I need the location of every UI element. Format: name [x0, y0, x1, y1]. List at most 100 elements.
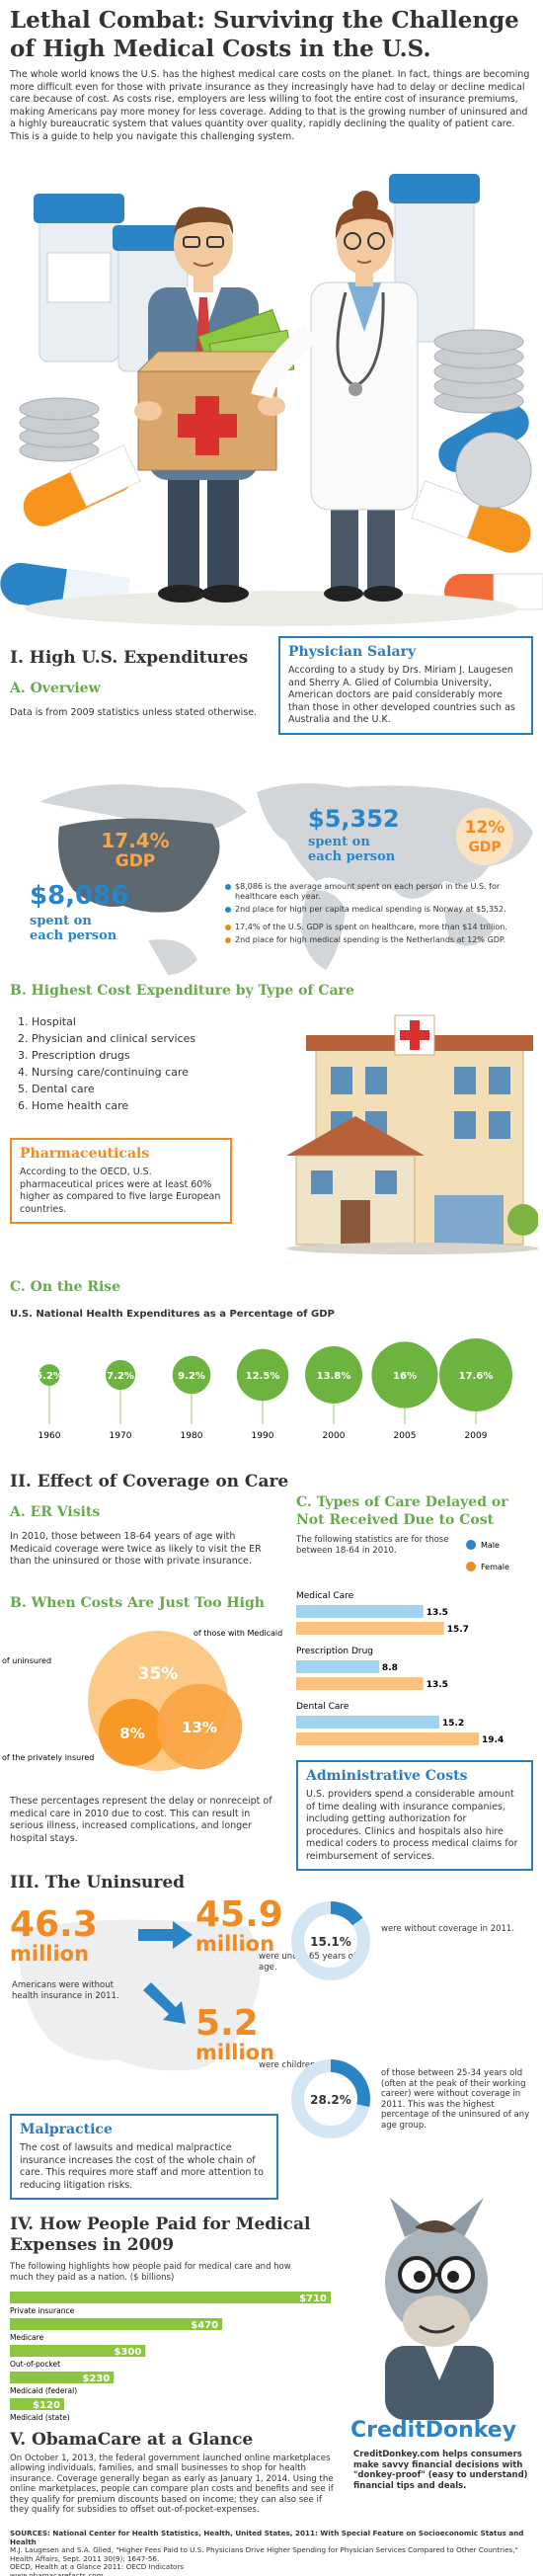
bubble — [236, 1348, 289, 1402]
x-tick-label: 1990 — [252, 1431, 274, 1441]
doctor-part — [335, 206, 394, 239]
list-item: Prescription drugs — [32, 1047, 298, 1064]
administrative-costs-box: Administrative Costs U.S. providers spen… — [296, 1760, 533, 1871]
venn-circle — [156, 1683, 243, 1770]
box-heading: Physician Salary — [288, 644, 417, 660]
coin-stacks — [19, 329, 532, 509]
money-box-part — [178, 414, 237, 438]
background-pills-part — [411, 480, 482, 539]
donut-caption: were without coverage in 2011. — [381, 1924, 515, 1934]
section-heading: II. Effect of Coverage on Care — [10, 1472, 289, 1491]
stat-text: Americans were without health insurance … — [12, 1980, 119, 2001]
payment-chart: $710 Private insurance $470 Medicare $300 Out… — [10, 2292, 331, 2422]
bubble — [371, 1341, 438, 1409]
x-tick-label: 1980 — [181, 1431, 203, 1441]
legend-label: Female — [481, 1563, 509, 1571]
businessman-part — [206, 236, 224, 248]
doctor-part — [352, 191, 378, 216]
hospital-illustration-part-part — [311, 1170, 333, 1194]
section-heading: I. High U.S. Expenditures — [10, 648, 249, 668]
money-box-part — [258, 396, 285, 416]
uninsured-illustration-part — [143, 1982, 186, 2024]
chart-subtitle: The following highlights how people paid… — [10, 2262, 291, 2283]
us-gdp-caption: GDP — [115, 851, 156, 871]
background-pills-part — [69, 444, 141, 507]
coin-stacks-part — [19, 397, 100, 421]
donut-arc — [330, 2059, 370, 2107]
pill-bottles-part — [113, 225, 194, 251]
businessman-part — [174, 206, 234, 235]
map-note: 2nd place for high medical spending is t… — [225, 935, 536, 945]
box-text: U.S. providers spend a considerable amou… — [306, 1789, 518, 1862]
hospital-illustration-part — [434, 1195, 504, 1245]
value-label: $120 — [33, 2400, 60, 2411]
norway-caption: spent on each person — [308, 835, 396, 864]
box-heading: Pharmaceuticals — [20, 1146, 150, 1162]
chart-title: IV. How People Paid for Medical Expenses… — [10, 2214, 311, 2255]
source: OECD, Health at a Glance 2011: OECD Indi… — [10, 2562, 185, 2572]
money-box-part — [134, 401, 162, 421]
us-spending-caption: spent on each person — [30, 914, 117, 943]
list-item: Hospital — [32, 1013, 298, 1030]
stat-unit: million — [195, 2041, 275, 2064]
uninsured-illustration-part — [19, 1919, 261, 2071]
care-delayed-chart: Male Female Medical Care 13.5 15.7 Prescripti… — [296, 1540, 509, 1745]
bubble — [105, 1359, 136, 1391]
businessman-part — [174, 211, 233, 279]
continents — [39, 783, 533, 975]
businessman-part — [193, 262, 214, 267]
sub-heading: A. ER Visits — [10, 1504, 101, 1520]
x-tick-label: 2009 — [465, 1431, 488, 1441]
bubble — [439, 1338, 512, 1411]
value-label: 13% — [182, 1719, 217, 1736]
continents-part — [148, 939, 197, 975]
category-label: of those with Medicaid — [194, 1629, 282, 1638]
value-label: 12.5% — [246, 1371, 280, 1382]
bar — [10, 2345, 146, 2357]
businessman-part — [207, 470, 239, 589]
hospital-illustration — [286, 1014, 538, 1254]
value-label: 15.1% — [310, 1935, 351, 1949]
value-label: 8% — [119, 1725, 144, 1742]
doctor-part — [344, 232, 361, 250]
box-heading: Administrative Costs — [306, 1768, 468, 1784]
stat-number: 45.9 — [195, 1894, 283, 1935]
note-bullet — [225, 907, 231, 913]
background-pills-part — [25, 591, 518, 626]
value-label: 35% — [138, 1664, 179, 1684]
x-tick-label: 1960 — [39, 1431, 61, 1441]
donkey-illustration-part — [419, 2324, 455, 2334]
source: SOURCES: National Center for Health Stat… — [10, 2529, 524, 2546]
businessman-part — [158, 585, 205, 603]
hospital-illustration-part-part — [365, 1067, 387, 1094]
donut-caption: of those between 25-34 years old (often … — [381, 2068, 530, 2131]
uninsured-illustration — [19, 1919, 261, 2071]
pill-bottles-part — [389, 174, 480, 203]
doctor-part — [367, 232, 385, 250]
bubble — [39, 1364, 60, 1386]
category-label: Medical Care — [296, 1591, 354, 1601]
overview-text: Data is from 2009 statistics unless stat… — [10, 707, 258, 718]
doctor-part — [348, 282, 381, 332]
stat-text: were children. — [259, 2060, 319, 2070]
bar — [296, 1732, 479, 1745]
hospital-illustration-part — [507, 1204, 538, 1236]
venn-circle — [99, 1699, 166, 1766]
sub-heading: A. Overview — [10, 681, 101, 696]
hospital-illustration-part-part — [331, 1067, 352, 1094]
hero-illustration — [0, 174, 543, 626]
value-label: 16% — [393, 1371, 417, 1382]
businessman-part — [168, 470, 199, 589]
venn-chart: 35% of uninsured 8% of the privately insure… — [2, 1629, 282, 1771]
box-text: According to the OECD, U.S. pharmaceutic… — [20, 1167, 221, 1215]
value-label: 28.2% — [310, 2093, 351, 2107]
chart-title: U.S. National Health Expenditures as a P… — [10, 1309, 335, 1320]
continents-part — [301, 890, 346, 970]
value-label: $470 — [191, 2320, 218, 2331]
businessman-part — [183, 236, 200, 248]
netherlands-gdp: 12% — [464, 818, 505, 838]
donkey-illustration-part — [385, 2346, 494, 2420]
bar — [296, 1677, 424, 1690]
coin-stacks-part — [455, 432, 532, 509]
